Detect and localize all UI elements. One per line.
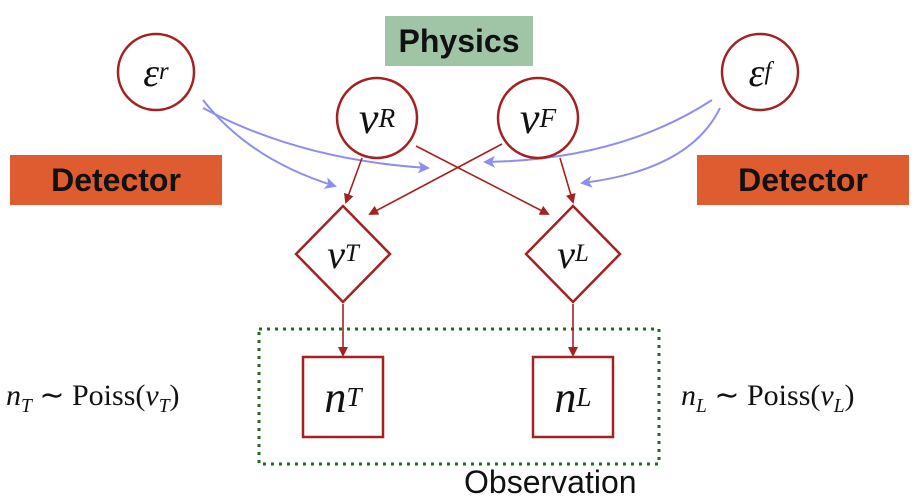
formula-left-var: n — [6, 379, 21, 412]
nu-r-sub: R — [378, 102, 396, 133]
node-nu-t-diamond — [294, 204, 392, 304]
formula-right-sub: L — [696, 395, 707, 417]
nu-r-base: ν — [358, 93, 379, 143]
formula-right-arg: ν — [820, 379, 834, 412]
observation-box — [257, 327, 661, 466]
nu-t-base: ν — [327, 231, 345, 277]
node-n-l-square — [531, 355, 615, 439]
nu-f-sub: F — [539, 102, 557, 133]
arrow-nu-r-to-nu-t — [344, 157, 363, 204]
node-nu-f-circle — [496, 76, 580, 160]
physics-label: Physics — [385, 16, 533, 66]
nu-l-base: ν — [557, 231, 575, 277]
arrow-eps-r-to-nu-t — [202, 99, 337, 189]
eps-r-base: ε — [143, 49, 160, 95]
arrow-nu-f-to-nu-t — [368, 143, 503, 215]
arrow-eps-r-to-nu-l — [202, 107, 430, 174]
n-l-sub: L — [576, 381, 592, 412]
formula-right-arg-sub: L — [833, 395, 845, 417]
nu-l-sub: L — [574, 240, 589, 267]
formula-left: nT ∼ Poiss(νT) — [6, 378, 180, 418]
nu-f-base: ν — [519, 93, 540, 143]
detector-label-right: Detector — [697, 155, 909, 205]
node-eps-f-circle — [720, 32, 800, 112]
arrow-eps-f-to-nu-l — [580, 107, 721, 188]
formula-right-var: n — [681, 379, 696, 412]
formula-right: nL ∼ Poiss(νL) — [681, 378, 855, 418]
node-n-t-square — [301, 355, 385, 439]
detector-left-text: Detector — [51, 161, 181, 198]
formula-right-close: ) — [844, 379, 855, 412]
n-t-sub: T — [346, 381, 362, 412]
eps-f-sub: f — [764, 58, 772, 85]
formula-left-arg-sub: T — [158, 395, 170, 417]
physics-label-text: Physics — [398, 22, 520, 59]
observation-label: Observation — [464, 464, 637, 500]
node-nu-l-diamond — [524, 204, 622, 304]
formula-left-close: ) — [169, 379, 180, 412]
n-l-base: n — [554, 372, 577, 422]
node-nu-r-circle — [335, 76, 419, 160]
arrow-nu-r-to-nu-l — [415, 145, 550, 215]
nu-t-sub: T — [344, 240, 359, 267]
formula-right-dist: ∼ Poiss( — [714, 379, 821, 412]
n-t-base: n — [324, 372, 347, 422]
eps-r-sub: r — [159, 58, 169, 85]
arrow-nu-f-to-nu-l — [559, 157, 576, 204]
detector-label-left: Detector — [10, 155, 222, 205]
formula-left-dist: ∼ Poiss( — [39, 379, 146, 412]
node-eps-r-circle — [116, 32, 196, 112]
formula-left-sub: T — [21, 395, 32, 417]
detector-right-text: Detector — [738, 161, 868, 198]
arrow-eps-f-to-nu-t — [483, 99, 713, 168]
eps-f-base: ε — [748, 49, 765, 95]
formula-left-arg: ν — [145, 379, 159, 412]
